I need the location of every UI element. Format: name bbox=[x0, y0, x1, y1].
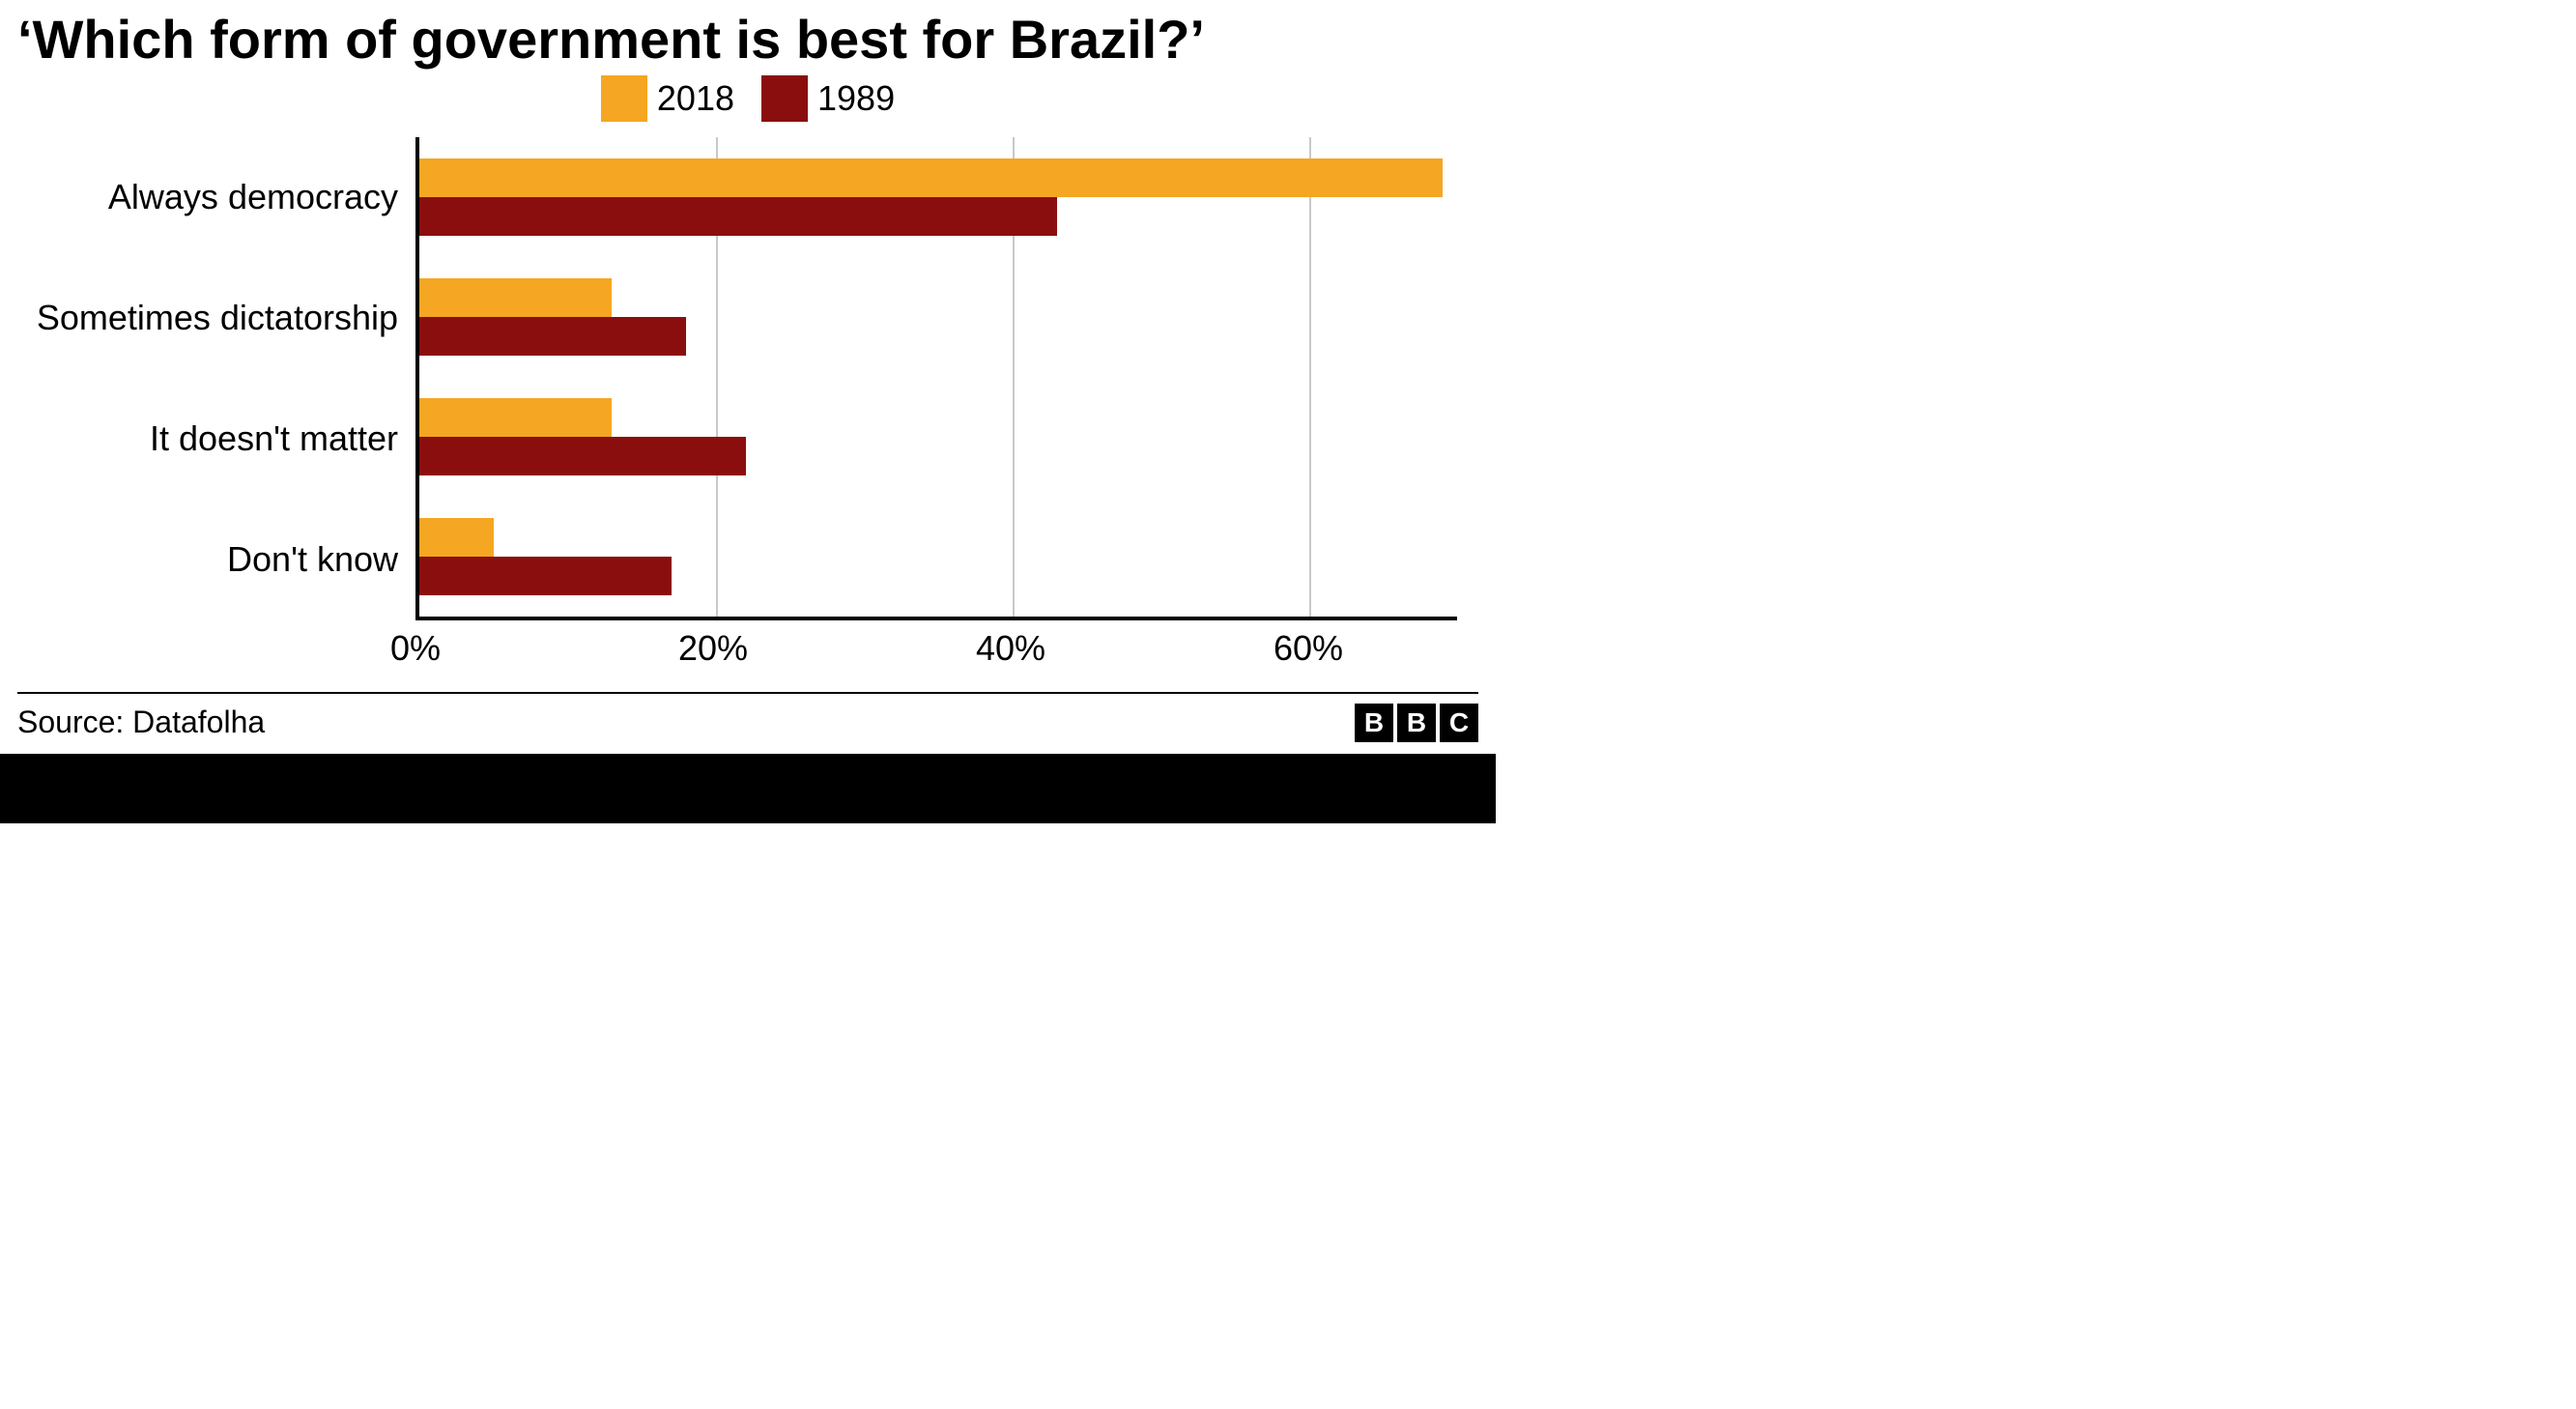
legend-item-2018: 2018 bbox=[601, 75, 734, 122]
bbc-logo-letter: C bbox=[1440, 704, 1478, 742]
y-label: Sometimes dictatorship bbox=[0, 258, 415, 379]
bar-group bbox=[419, 377, 1457, 497]
bbc-logo-letter: B bbox=[1397, 704, 1436, 742]
y-label-text: Don't know bbox=[227, 539, 398, 580]
legend-label-2018: 2018 bbox=[657, 78, 734, 119]
bar bbox=[419, 398, 612, 437]
legend-label-1989: 1989 bbox=[817, 78, 895, 119]
bar bbox=[419, 158, 1443, 197]
bottom-black-bar bbox=[0, 754, 1496, 823]
footer: Source: Datafolha B B C bbox=[0, 694, 1496, 754]
x-tick-label: 20% bbox=[678, 628, 748, 669]
bbc-logo: B B C bbox=[1355, 704, 1478, 742]
chart-title: ‘Which form of government is best for Br… bbox=[0, 0, 1496, 70]
bar bbox=[419, 518, 494, 557]
x-tick-label: 40% bbox=[976, 628, 1045, 669]
y-label-text: Always democracy bbox=[108, 177, 398, 217]
y-label: Don't know bbox=[0, 500, 415, 620]
y-axis-labels: Always democracy Sometimes dictatorship … bbox=[0, 137, 415, 620]
legend-item-1989: 1989 bbox=[761, 75, 895, 122]
bar bbox=[419, 317, 686, 356]
bar bbox=[419, 278, 612, 317]
chart-container: ‘Which form of government is best for Br… bbox=[0, 0, 1496, 823]
bbc-logo-letter: B bbox=[1355, 704, 1393, 742]
legend-swatch-2018 bbox=[601, 75, 647, 122]
plot-area bbox=[415, 137, 1457, 620]
y-label: It doesn't matter bbox=[0, 379, 415, 500]
bar bbox=[419, 557, 672, 595]
bar bbox=[419, 437, 746, 475]
x-tick-label: 60% bbox=[1274, 628, 1343, 669]
x-tick-label: 0% bbox=[390, 628, 441, 669]
legend: 2018 1989 bbox=[0, 70, 1496, 137]
bar-group bbox=[419, 137, 1457, 257]
y-label: Always democracy bbox=[0, 137, 415, 258]
y-label-text: Sometimes dictatorship bbox=[37, 298, 398, 338]
bar-group bbox=[419, 497, 1457, 617]
bar bbox=[419, 197, 1057, 236]
x-axis: 0%20%40%60% bbox=[415, 620, 1457, 678]
plot: Always democracy Sometimes dictatorship … bbox=[0, 137, 1457, 678]
bar-group bbox=[419, 257, 1457, 377]
source-text: Source: Datafolha bbox=[17, 704, 265, 740]
y-label-text: It doesn't matter bbox=[150, 418, 398, 459]
legend-swatch-1989 bbox=[761, 75, 808, 122]
